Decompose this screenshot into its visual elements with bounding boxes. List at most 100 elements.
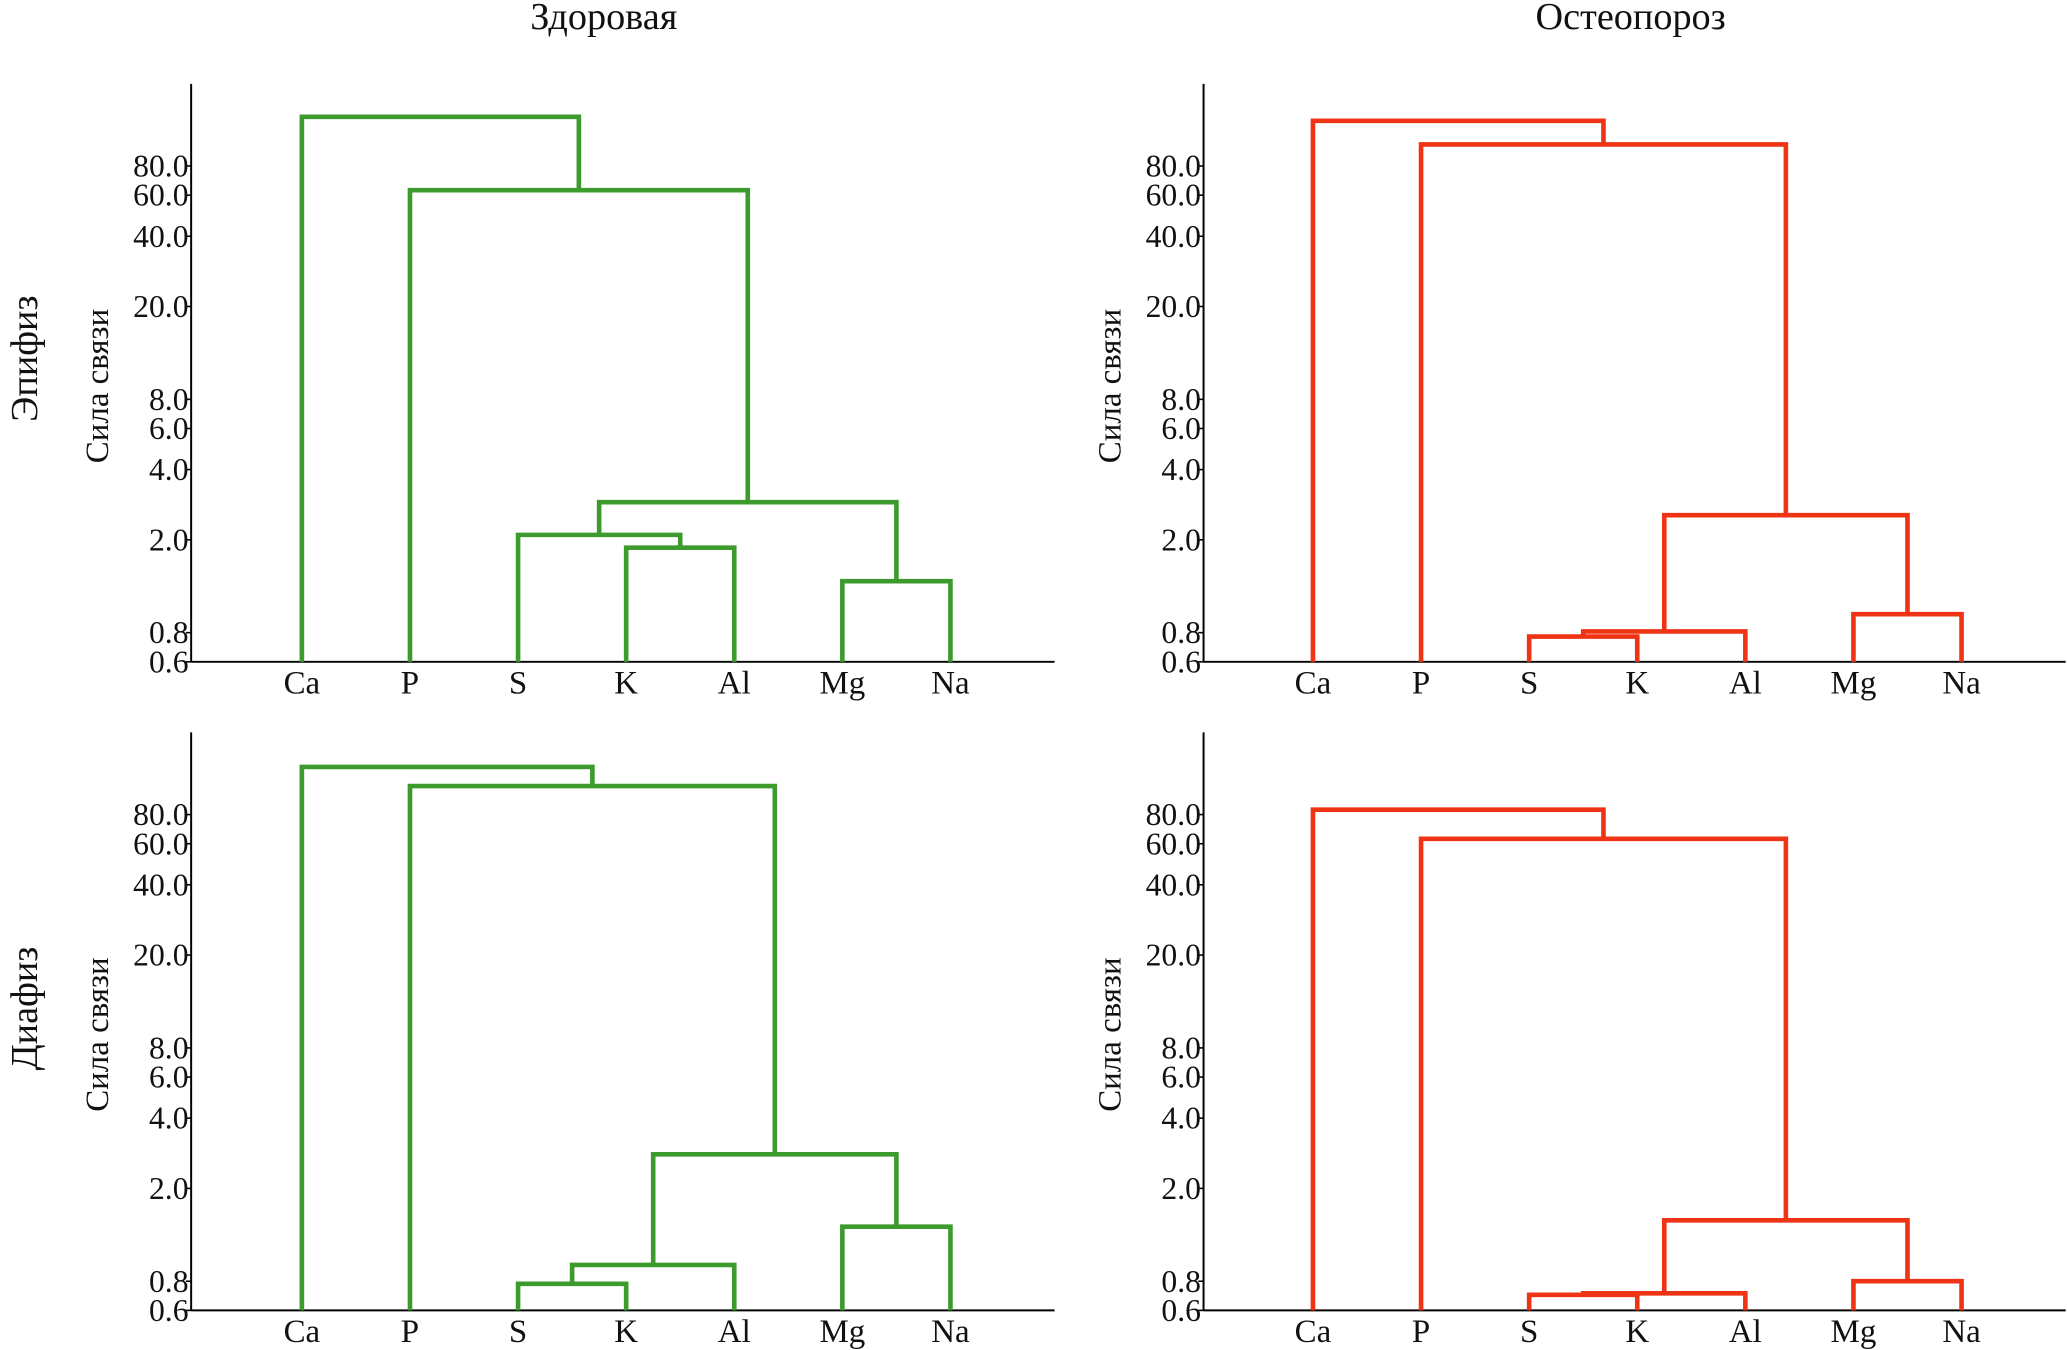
- y-tick-label: 8.0: [149, 382, 189, 417]
- dendrogram-link: [650, 1151, 899, 1265]
- leaf-label: K: [614, 665, 638, 701]
- y-tick-label: 2.0: [1161, 522, 1201, 557]
- y-axis-label: Сила связи: [80, 309, 116, 463]
- leaf-label: K: [1625, 665, 1649, 701]
- leaf-label: Al: [718, 665, 751, 701]
- leaf-label: Mg: [1831, 665, 1877, 701]
- leaf-label: P: [1412, 1314, 1430, 1350]
- dendrogram-link: [840, 1224, 953, 1311]
- dendrogram-link: [1526, 634, 1640, 662]
- y-tick-label: 0.8: [1161, 615, 1201, 650]
- y-tick-label: 20.0: [133, 938, 188, 973]
- dendrogram-link: [1851, 611, 1964, 662]
- y-tick-label: 0.8: [1161, 1264, 1201, 1299]
- leaf-label: S: [509, 665, 527, 701]
- y-tick-label: 2.0: [149, 522, 189, 557]
- y-axis-label: Сила связи: [1093, 957, 1129, 1111]
- leaf-label: Al: [1729, 1314, 1762, 1350]
- leaf-label: S: [509, 1314, 527, 1350]
- leaf-label: Na: [931, 1314, 970, 1350]
- dendrogram-link: [299, 114, 582, 662]
- y-tick-label: 0.6: [1161, 1293, 1201, 1328]
- dendrogram-panel: 0.60.8 2.0 4.0 6.08.0 20.0 40.0 60.080.0 Сила с…: [80, 83, 1055, 701]
- dendrogram-link: [569, 1262, 737, 1311]
- dendrogram-link: [1418, 836, 1789, 1311]
- y-tick-label: 40.0: [133, 867, 188, 902]
- dendrogram-link: [515, 532, 683, 662]
- leaf-label: Ca: [284, 1314, 321, 1350]
- y-tick-label: 40.0: [133, 219, 188, 254]
- y-tick-label: 4.0: [1161, 1101, 1201, 1136]
- leaf-label: Na: [931, 665, 970, 701]
- y-tick-label: 60.0: [1146, 178, 1201, 213]
- dendrogram-link: [1526, 1292, 1640, 1311]
- y-tick-label: 0.8: [149, 1264, 189, 1299]
- y-tick-label: 4.0: [1161, 452, 1201, 487]
- leaf-label: P: [401, 1314, 419, 1350]
- y-tick-label: 6.0: [1161, 1060, 1201, 1095]
- dendrogram-link: [596, 499, 899, 582]
- y-tick-label: 0.6: [1161, 644, 1201, 679]
- y-tick-label: 2.0: [1161, 1171, 1201, 1206]
- y-tick-label: 60.0: [133, 178, 188, 213]
- y-tick-label: 80.0: [1146, 797, 1201, 832]
- dendrogram-link: [407, 783, 778, 1311]
- dendrogram-link: [1310, 807, 1606, 1311]
- leaf-label: K: [614, 1314, 638, 1350]
- dendrogram-link: [515, 1281, 629, 1311]
- y-tick-label: 80.0: [1146, 149, 1201, 184]
- y-tick-label: 80.0: [133, 149, 188, 184]
- leaf-label: Ca: [1295, 665, 1332, 701]
- y-tick-label: 20.0: [1146, 938, 1201, 973]
- leaf-label: Al: [1729, 665, 1762, 701]
- y-tick-label: 4.0: [149, 1101, 189, 1136]
- leaf-label: Ca: [1295, 1314, 1332, 1350]
- leaf-label: Na: [1942, 665, 1981, 701]
- dendrogram-panel: 0.60.8 2.0 4.0 6.08.0 20.0 40.0 60.080.0 Сила с…: [1093, 732, 2066, 1350]
- leaf-label: P: [401, 665, 419, 701]
- dendrogram-panel: 0.60.8 2.0 4.0 6.08.0 20.0 40.0 60.080.0 Сила с…: [1093, 83, 2066, 701]
- dendrogram-link: [623, 545, 737, 662]
- y-tick-label: 0.6: [149, 1293, 189, 1328]
- leaf-label: Mg: [819, 665, 865, 701]
- dendrogram-link: [840, 578, 953, 662]
- y-tick-label: 40.0: [1146, 219, 1201, 254]
- y-tick-label: 20.0: [1146, 289, 1201, 324]
- row-label-epiphysis: Эпифиз: [4, 295, 46, 421]
- leaf-label: Mg: [819, 1314, 865, 1350]
- y-tick-label: 6.0: [149, 1060, 189, 1095]
- y-tick-label: 60.0: [133, 826, 188, 861]
- y-tick-label: 8.0: [1161, 382, 1201, 417]
- y-tick-label: 0.8: [149, 615, 189, 650]
- dendrogram-link: [1418, 142, 1789, 662]
- y-tick-label: 60.0: [1146, 826, 1201, 861]
- dendrogram-link: [407, 187, 751, 662]
- leaf-label: P: [1412, 665, 1430, 701]
- y-tick-label: 8.0: [149, 1030, 189, 1065]
- leaf-label: Mg: [1831, 1314, 1877, 1350]
- y-tick-label: 6.0: [1161, 411, 1201, 446]
- dendrogram-link: [299, 764, 595, 1311]
- leaf-label: Ca: [284, 665, 321, 701]
- dendrogram-panel: 0.60.8 2.0 4.0 6.08.0 20.0 40.0 60.080.0 Сила с…: [80, 732, 1055, 1350]
- y-axis-label: Сила связи: [80, 957, 116, 1111]
- dendrogram-link: [1310, 118, 1606, 662]
- dendrogram-link: [1851, 1278, 1964, 1311]
- leaf-label: S: [1520, 1314, 1538, 1350]
- y-tick-label: 40.0: [1146, 867, 1201, 902]
- column-title-healthy: Здоровая: [530, 0, 677, 38]
- y-tick-label: 4.0: [149, 452, 189, 487]
- leaf-label: S: [1520, 665, 1538, 701]
- y-tick-label: 0.6: [149, 644, 189, 679]
- leaf-label: Na: [1942, 1314, 1981, 1350]
- y-tick-label: 20.0: [133, 289, 188, 324]
- row-label-diaphysis: Диафиз: [4, 947, 46, 1071]
- leaf-label: Al: [718, 1314, 751, 1350]
- y-tick-label: 8.0: [1161, 1030, 1201, 1065]
- dendrogram-link: [1580, 629, 1748, 662]
- y-tick-label: 6.0: [149, 411, 189, 446]
- column-title-osteoporosis: Остеопороз: [1536, 0, 1726, 38]
- y-tick-label: 2.0: [149, 1171, 189, 1206]
- leaf-label: K: [1625, 1314, 1649, 1350]
